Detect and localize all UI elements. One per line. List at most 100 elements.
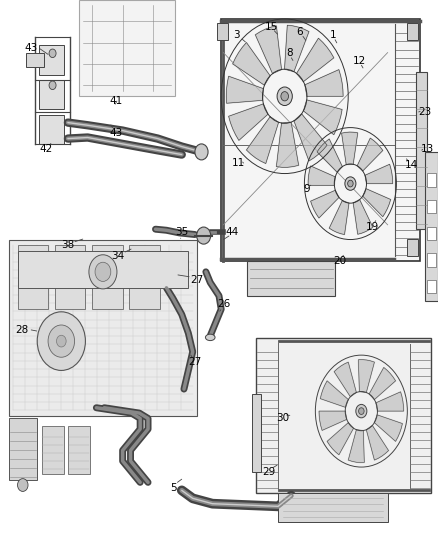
- Bar: [256, 338, 431, 493]
- Polygon shape: [369, 367, 396, 400]
- Bar: [129, 245, 160, 309]
- Bar: [39, 115, 64, 144]
- Polygon shape: [229, 104, 268, 140]
- Text: 35: 35: [175, 227, 188, 237]
- Bar: [9, 418, 37, 480]
- Text: 20: 20: [333, 256, 346, 266]
- Polygon shape: [233, 43, 270, 85]
- Bar: [427, 280, 436, 293]
- Polygon shape: [276, 122, 299, 167]
- Polygon shape: [342, 132, 358, 165]
- Polygon shape: [226, 76, 263, 103]
- Bar: [18, 245, 48, 309]
- Circle shape: [277, 87, 292, 106]
- Polygon shape: [304, 100, 342, 135]
- Text: 26: 26: [217, 299, 230, 309]
- Polygon shape: [247, 117, 279, 164]
- Polygon shape: [329, 200, 349, 235]
- Text: 15: 15: [265, 22, 278, 31]
- Bar: [407, 23, 418, 40]
- Polygon shape: [305, 70, 343, 96]
- Polygon shape: [294, 114, 327, 161]
- Polygon shape: [376, 392, 404, 411]
- Text: 9: 9: [303, 184, 310, 194]
- Bar: [247, 261, 335, 296]
- Bar: [427, 227, 436, 240]
- Bar: [92, 245, 123, 309]
- Polygon shape: [285, 25, 309, 71]
- Text: 38: 38: [61, 240, 74, 250]
- Bar: [427, 253, 436, 266]
- Bar: [68, 426, 90, 474]
- Text: 27: 27: [191, 275, 204, 285]
- Bar: [252, 394, 261, 472]
- Circle shape: [49, 49, 56, 58]
- Polygon shape: [320, 381, 348, 407]
- Text: 3: 3: [233, 30, 240, 39]
- Polygon shape: [319, 411, 347, 430]
- Bar: [79, 0, 175, 96]
- Bar: [425, 152, 438, 301]
- Bar: [18, 251, 188, 288]
- Text: 28: 28: [15, 326, 28, 335]
- Text: 13: 13: [420, 144, 434, 154]
- Text: 23: 23: [418, 107, 431, 117]
- Text: 44: 44: [226, 227, 239, 237]
- Polygon shape: [334, 362, 357, 397]
- Circle shape: [348, 180, 353, 187]
- Text: 29: 29: [263, 467, 276, 477]
- Circle shape: [37, 312, 85, 370]
- Polygon shape: [327, 423, 353, 455]
- Bar: [407, 239, 418, 256]
- Circle shape: [18, 479, 28, 491]
- Circle shape: [359, 408, 364, 415]
- Circle shape: [89, 255, 117, 289]
- Bar: [42, 426, 64, 474]
- Ellipse shape: [205, 334, 215, 341]
- Text: 6: 6: [297, 27, 304, 37]
- Bar: [278, 493, 388, 522]
- Text: 43: 43: [110, 128, 123, 138]
- Text: 12: 12: [353, 56, 366, 66]
- Circle shape: [197, 227, 211, 244]
- Bar: [427, 200, 436, 213]
- Polygon shape: [353, 200, 373, 235]
- Circle shape: [356, 405, 367, 418]
- Text: 11: 11: [232, 158, 245, 167]
- Bar: [416, 71, 427, 229]
- Polygon shape: [308, 166, 335, 185]
- Text: 27: 27: [188, 358, 201, 367]
- Bar: [39, 45, 64, 75]
- Circle shape: [195, 144, 208, 160]
- Bar: [9, 240, 197, 416]
- Polygon shape: [317, 139, 343, 172]
- Bar: [26, 53, 44, 67]
- Bar: [217, 23, 228, 40]
- Text: 41: 41: [110, 96, 123, 106]
- Circle shape: [49, 81, 56, 90]
- Bar: [55, 245, 85, 309]
- Bar: [427, 173, 436, 187]
- Text: 30: 30: [276, 414, 289, 423]
- Circle shape: [57, 335, 66, 347]
- Text: 5: 5: [170, 483, 177, 492]
- Text: 42: 42: [39, 144, 53, 154]
- Bar: [221, 19, 420, 261]
- Polygon shape: [358, 360, 374, 392]
- Polygon shape: [374, 415, 403, 441]
- Polygon shape: [366, 425, 389, 460]
- Circle shape: [48, 325, 74, 357]
- Text: 1: 1: [329, 30, 336, 39]
- Text: 19: 19: [366, 222, 379, 231]
- Polygon shape: [357, 138, 383, 171]
- Text: 34: 34: [112, 251, 125, 261]
- Polygon shape: [311, 190, 339, 218]
- Text: 14: 14: [405, 160, 418, 170]
- Polygon shape: [255, 26, 282, 74]
- Circle shape: [345, 177, 356, 190]
- Polygon shape: [297, 38, 334, 82]
- Bar: [39, 80, 64, 109]
- Circle shape: [95, 262, 111, 281]
- Polygon shape: [363, 189, 391, 216]
- Text: 8: 8: [286, 49, 293, 58]
